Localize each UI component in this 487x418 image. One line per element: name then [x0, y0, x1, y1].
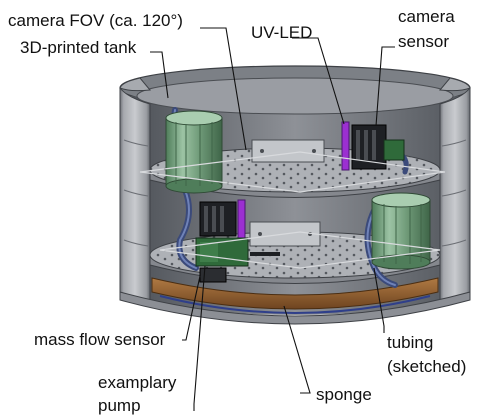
- label-pump-line2: pump: [98, 396, 141, 415]
- leader-lines: [150, 27, 395, 411]
- pump-module: [195, 237, 280, 267]
- canister-top-left: [165, 110, 223, 194]
- mass-flow-sensor: [199, 267, 227, 283]
- label-uv-led: UV-LED: [251, 23, 312, 42]
- labels: camera FOV (ca. 120°) 3D-printed tank UV…: [8, 7, 466, 415]
- label-camera-sensor-line2: sensor: [398, 32, 449, 51]
- camera-mount-plate: [251, 139, 325, 163]
- camera-sensor-lower: [199, 201, 237, 237]
- camera-fov-lower: [159, 231, 441, 269]
- label-tubing-line1: tubing: [387, 333, 433, 352]
- label-camera-sensor-line1: camera: [398, 7, 455, 26]
- canister-right: [371, 192, 431, 270]
- label-camera-fov: camera FOV (ca. 120°): [8, 11, 183, 30]
- camera-fov-upper: [139, 151, 446, 193]
- label-pump-line1: examplary: [98, 373, 177, 392]
- label-mass-flow-sensor: mass flow sensor: [34, 330, 166, 349]
- label-sponge: sponge: [316, 385, 372, 404]
- uv-led-upper: [341, 121, 350, 171]
- label-3d-printed-tank: 3D-printed tank: [20, 38, 137, 57]
- uv-led-lower: [237, 199, 246, 241]
- label-tubing-line2: (sketched): [387, 357, 466, 376]
